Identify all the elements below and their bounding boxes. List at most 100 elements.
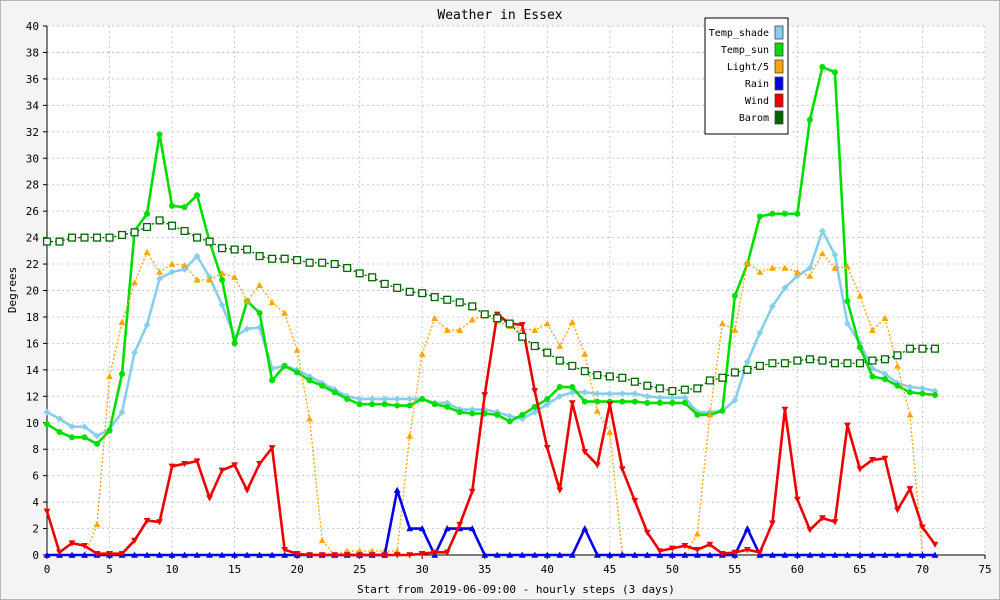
- y-tick-label: 34: [26, 99, 40, 112]
- point-temp-shade: [756, 329, 764, 337]
- x-tick-label: 75: [978, 563, 991, 576]
- point-rain: [443, 525, 451, 532]
- series-line-wind: [45, 313, 937, 557]
- point-temp-sun: [194, 192, 201, 199]
- point-light-5: [768, 264, 776, 271]
- y-tick-label: 2: [32, 523, 39, 536]
- point-rain: [468, 525, 476, 532]
- point-temp-shade: [768, 302, 776, 310]
- point-temp-sun: [381, 401, 388, 408]
- point-temp-shade: [681, 394, 689, 402]
- point-temp-sun: [494, 411, 501, 418]
- point-wind: [381, 552, 389, 559]
- point-temp-shade: [393, 395, 401, 403]
- point-temp-sun: [781, 210, 788, 217]
- x-tick-label: 5: [106, 563, 113, 576]
- point-light-5: [406, 432, 414, 439]
- point-barom: [430, 293, 439, 302]
- point-wind: [481, 392, 489, 399]
- point-temp-shade: [356, 395, 364, 403]
- point-wind: [93, 550, 101, 558]
- point-light-5: [731, 326, 739, 333]
- point-temp-shade: [668, 394, 676, 402]
- point-wind: [568, 400, 576, 407]
- point-wind: [456, 521, 464, 528]
- point-temp-sun: [619, 398, 626, 405]
- point-temp-sun: [794, 210, 801, 217]
- point-rain: [831, 551, 839, 558]
- point-barom: [268, 254, 277, 263]
- point-light-5: [468, 316, 476, 323]
- point-wind: [906, 486, 914, 493]
- point-barom: [318, 258, 327, 267]
- y-axis-label: Degrees: [6, 267, 19, 313]
- point-temp-shade: [193, 252, 201, 260]
- point-temp-shade: [543, 400, 551, 408]
- point-temp-sun: [469, 410, 476, 417]
- point-barom: [880, 355, 889, 364]
- point-temp-shade: [819, 227, 826, 235]
- point-wind: [243, 487, 251, 494]
- point-wind: [718, 550, 726, 558]
- point-wind: [781, 406, 789, 413]
- point-wind: [518, 322, 526, 329]
- point-temp-sun: [294, 369, 301, 376]
- point-temp-sun: [556, 384, 563, 391]
- point-temp-sun: [844, 298, 851, 305]
- point-rain: [406, 525, 414, 532]
- point-wind: [468, 488, 476, 495]
- point-temp-shade: [118, 408, 126, 416]
- point-barom: [618, 373, 627, 382]
- point-temp-sun: [319, 382, 326, 389]
- point-barom: [830, 359, 839, 368]
- point-rain: [206, 551, 213, 558]
- point-barom: [42, 237, 52, 246]
- y-tick-label: 28: [26, 179, 39, 192]
- y-tick-label: 38: [26, 46, 39, 59]
- point-wind: [756, 549, 764, 556]
- point-temp-sun: [369, 401, 376, 408]
- point-rain: [481, 551, 489, 558]
- point-temp-sun: [819, 63, 826, 70]
- point-light-5: [556, 342, 564, 349]
- point-light-5: [268, 299, 276, 306]
- y-tick-label: 40: [26, 20, 39, 33]
- point-wind: [919, 524, 926, 531]
- y-tick-label: 8: [32, 443, 39, 456]
- point-barom: [855, 359, 864, 368]
- point-wind: [118, 550, 126, 558]
- point-barom: [205, 237, 214, 246]
- point-barom: [455, 298, 464, 307]
- point-rain: [581, 525, 589, 532]
- point-light-5: [256, 281, 264, 288]
- point-wind: [281, 546, 289, 554]
- point-temp-shade: [131, 349, 138, 357]
- point-light-5: [218, 269, 226, 277]
- x-tick-label: 50: [666, 563, 679, 576]
- axis-ticks: 0 5 10 15 20 25 30 35 40 45 50 55 60 65 70 750246810121…: [26, 20, 992, 576]
- x-tick-label: 65: [853, 563, 866, 576]
- point-temp-sun: [831, 69, 838, 76]
- point-rain: [743, 525, 751, 532]
- point-light-5: [831, 264, 839, 271]
- point-light-5: [581, 350, 589, 357]
- point-temp-sun: [394, 402, 401, 409]
- point-barom: [568, 361, 577, 370]
- point-light-5: [443, 326, 451, 333]
- point-rain: [556, 551, 564, 558]
- point-light-5: [231, 273, 238, 280]
- point-barom: [905, 344, 915, 353]
- point-light-5: [706, 411, 714, 418]
- point-wind: [631, 498, 639, 505]
- point-light-5: [106, 373, 113, 380]
- point-rain: [593, 551, 601, 558]
- point-rain: [218, 551, 226, 558]
- point-rain: [543, 551, 551, 558]
- point-light-5: [781, 264, 789, 271]
- point-temp-sun: [156, 131, 163, 138]
- point-barom: [818, 356, 827, 365]
- point-temp-sun: [431, 401, 438, 408]
- y-tick-label: 32: [26, 126, 39, 139]
- point-wind: [368, 552, 376, 559]
